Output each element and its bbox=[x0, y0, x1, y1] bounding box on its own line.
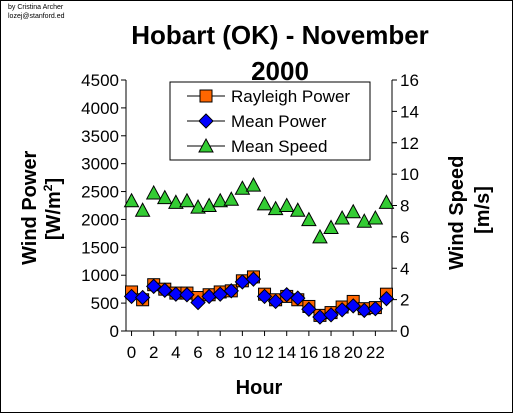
x-tick-label: 4 bbox=[171, 343, 180, 362]
y-left-tick-label: 0 bbox=[110, 322, 119, 341]
legend: Rayleigh Power Mean Power Mean Speed bbox=[169, 81, 371, 161]
y-right-tick-label: 16 bbox=[400, 71, 419, 90]
x-tick-label: 22 bbox=[366, 343, 385, 362]
x-tick-label: 6 bbox=[193, 343, 202, 362]
series-diamond bbox=[123, 271, 395, 325]
x-tick-label: 18 bbox=[322, 343, 341, 362]
data-point-triangle bbox=[168, 194, 184, 209]
y-left-tick-label: 1000 bbox=[81, 266, 119, 285]
y-right-tick-label: 0 bbox=[400, 322, 409, 341]
data-point-triangle bbox=[256, 195, 273, 211]
y-left-tick-label: 3000 bbox=[81, 155, 119, 174]
legend-label: Mean Speed bbox=[231, 137, 327, 156]
data-point-diamond bbox=[279, 287, 295, 303]
legend-label: Rayleigh Power bbox=[231, 87, 350, 106]
y-right-tick-label: 6 bbox=[400, 228, 409, 247]
data-point-diamond bbox=[323, 307, 339, 323]
y-left-tick-label: 4500 bbox=[81, 71, 119, 90]
data-point-diamond bbox=[157, 282, 173, 298]
y-axis-left-label-unit: [W/m bbox=[43, 191, 65, 240]
data-point-diamond bbox=[290, 290, 306, 306]
data-point-triangle bbox=[378, 194, 395, 209]
data-point-triangle bbox=[179, 192, 195, 208]
y-right-tick-label: 2 bbox=[400, 291, 409, 310]
data-point-triangle bbox=[145, 184, 162, 200]
y-axis-right-label: Wind Speed [m/s] bbox=[446, 150, 494, 270]
legend-marker-diamond bbox=[198, 113, 214, 129]
y-left-tick-label: 4000 bbox=[81, 99, 119, 118]
author-credit: by Cristina Archer bbox=[8, 4, 64, 11]
data-point-triangle bbox=[334, 209, 350, 225]
data-point-triangle bbox=[245, 177, 262, 192]
data-point-diamond bbox=[179, 287, 195, 303]
y-left-tick-label: 2500 bbox=[81, 183, 119, 202]
data-point-diamond bbox=[267, 293, 284, 310]
data-point-triangle bbox=[289, 202, 306, 217]
author-email: lozej@stanford.ed bbox=[8, 13, 65, 20]
data-point-triangle bbox=[356, 213, 373, 228]
x-tick-label: 12 bbox=[255, 343, 274, 362]
data-point-diamond bbox=[245, 271, 262, 287]
data-point-diamond bbox=[301, 301, 317, 317]
legend-marker-square bbox=[199, 89, 213, 103]
y-axis-right-label-main: Wind Speed bbox=[446, 156, 468, 270]
x-tick-label: 8 bbox=[215, 343, 224, 362]
data-point-diamond bbox=[146, 278, 162, 295]
data-point-diamond bbox=[190, 294, 206, 311]
y-right-tick-label: 8 bbox=[400, 197, 409, 216]
data-point-triangle bbox=[323, 219, 339, 234]
data-point-triangle bbox=[367, 209, 384, 225]
x-tick-label: 16 bbox=[299, 343, 318, 362]
chart-title-line2: 2000 bbox=[251, 56, 309, 86]
data-point-triangle bbox=[301, 211, 317, 227]
chart-title-line1: Hobart (OK) - November bbox=[131, 20, 429, 50]
data-point-triangle bbox=[190, 199, 206, 214]
y-right-tick-label: 10 bbox=[400, 165, 419, 184]
data-point-triangle bbox=[212, 192, 229, 208]
data-point-triangle bbox=[134, 202, 151, 217]
data-point-triangle bbox=[278, 197, 295, 212]
y-axis-left-label-sup: 2 bbox=[41, 184, 55, 191]
data-point-triangle bbox=[345, 203, 362, 219]
y-right-tick-label: 14 bbox=[400, 102, 419, 121]
data-point-triangle bbox=[267, 200, 284, 216]
x-tick-label: 14 bbox=[277, 343, 296, 362]
data-point-diamond bbox=[134, 289, 151, 306]
data-point-diamond bbox=[345, 298, 361, 314]
legend-marker-triangle bbox=[198, 137, 214, 153]
data-point-triangle bbox=[223, 191, 240, 206]
data-point-diamond bbox=[334, 302, 350, 318]
data-point-diamond bbox=[123, 288, 140, 305]
data-point-triangle bbox=[123, 192, 140, 208]
data-point-diamond bbox=[223, 283, 239, 299]
x-tick-label: 0 bbox=[127, 343, 136, 362]
x-tick-label: 20 bbox=[344, 343, 363, 362]
x-axis-label: Hour bbox=[236, 377, 283, 399]
y-axis-left-label-close: ] bbox=[43, 178, 65, 185]
data-point-diamond bbox=[367, 300, 384, 317]
y-axis-left-label: Wind Power [W/m2] bbox=[19, 145, 65, 265]
y-left-tick-label: 500 bbox=[91, 294, 119, 313]
y-right-tick-label: 4 bbox=[400, 259, 409, 278]
data-point-triangle bbox=[201, 197, 217, 212]
x-tick-label: 2 bbox=[149, 343, 158, 362]
data-point-triangle bbox=[234, 180, 251, 195]
data-point-diamond bbox=[256, 288, 273, 305]
legend-label: Mean Power bbox=[231, 112, 327, 131]
x-tick-label: 10 bbox=[233, 343, 252, 362]
data-point-diamond bbox=[378, 290, 395, 307]
data-point-triangle bbox=[156, 189, 173, 205]
series-triangle bbox=[123, 177, 395, 244]
y-left-tick-label: 1500 bbox=[81, 238, 119, 257]
data-point-diamond bbox=[168, 286, 184, 302]
y-axis-right-label-unit: [m/s] bbox=[472, 186, 494, 234]
data-point-triangle bbox=[312, 228, 328, 244]
y-axis-left-label-main: Wind Power bbox=[19, 150, 41, 264]
y-right-tick-label: 12 bbox=[400, 134, 419, 153]
y-left-tick-label: 3500 bbox=[81, 127, 119, 146]
y-left-tick-label: 2000 bbox=[81, 210, 119, 229]
